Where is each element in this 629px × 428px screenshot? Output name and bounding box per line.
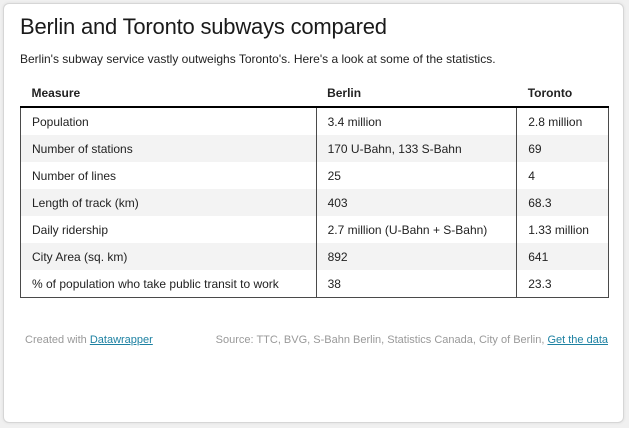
table-cell: % of population who take public transit … [20,270,317,298]
table-cell: 170 U-Bahn, 133 S-Bahn [315,135,517,162]
table-cell: 25 [315,162,517,189]
source-text: Source: TTC, BVG, S-Bahn Berlin, Statist… [215,334,545,346]
column-header-measure: Measure [20,80,317,108]
footer-source: Source: TTC, BVG, S-Bahn Berlin, Statist… [216,334,608,346]
table-row: Number of lines 25 4 [20,162,609,189]
table-cell: 4 [516,162,609,189]
table-header-row: Measure Berlin Toronto [20,80,609,108]
table-cell: 641 [516,243,609,270]
chart-title: Berlin and Toronto subways compared [20,14,387,39]
table-cell: Daily ridership [20,216,317,243]
table-cell: 38 [315,270,517,298]
table-row: % of population who take public transit … [20,270,609,298]
table-cell: 2.8 million [516,107,609,135]
datawrapper-link[interactable]: Datawrapper [89,334,153,346]
created-with-text: Created with [25,334,87,346]
chart-card: Berlin and Toronto subways compared Berl… [3,3,624,423]
table-cell: 68.3 [516,189,609,216]
table-cell: 23.3 [516,270,609,298]
column-header-toronto: Toronto [516,80,609,108]
footer-credit: Created with Datawrapper [25,334,153,346]
table-cell: 892 [315,243,517,270]
column-header-berlin: Berlin [316,80,517,108]
get-the-data-link[interactable]: Get the data [547,334,608,346]
table-cell: 3.4 million [315,107,517,135]
table-row: Daily ridership 2.7 million (U-Bahn + S-… [20,216,609,243]
table-cell: Number of stations [20,135,317,162]
table-cell: 1.33 million [516,216,609,243]
table-cell: 69 [516,135,609,162]
table-cell: City Area (sq. km) [20,243,317,270]
table-row: Number of stations 170 U-Bahn, 133 S-Bah… [20,135,609,162]
chart-subtitle: Berlin's subway service vastly outweighs… [20,52,496,66]
table-row: City Area (sq. km) 892 641 [20,243,609,270]
table-cell: Population [20,107,317,135]
table-row: Population 3.4 million 2.8 million [20,107,609,135]
table-cell: 403 [315,189,517,216]
comparison-table: Measure Berlin Toronto Population 3.4 mi… [20,80,609,298]
table-cell: Length of track (km) [20,189,317,216]
table-cell: 2.7 million (U-Bahn + S-Bahn) [315,216,517,243]
table-row: Length of track (km) 403 68.3 [20,189,609,216]
table-cell: Number of lines [20,162,317,189]
